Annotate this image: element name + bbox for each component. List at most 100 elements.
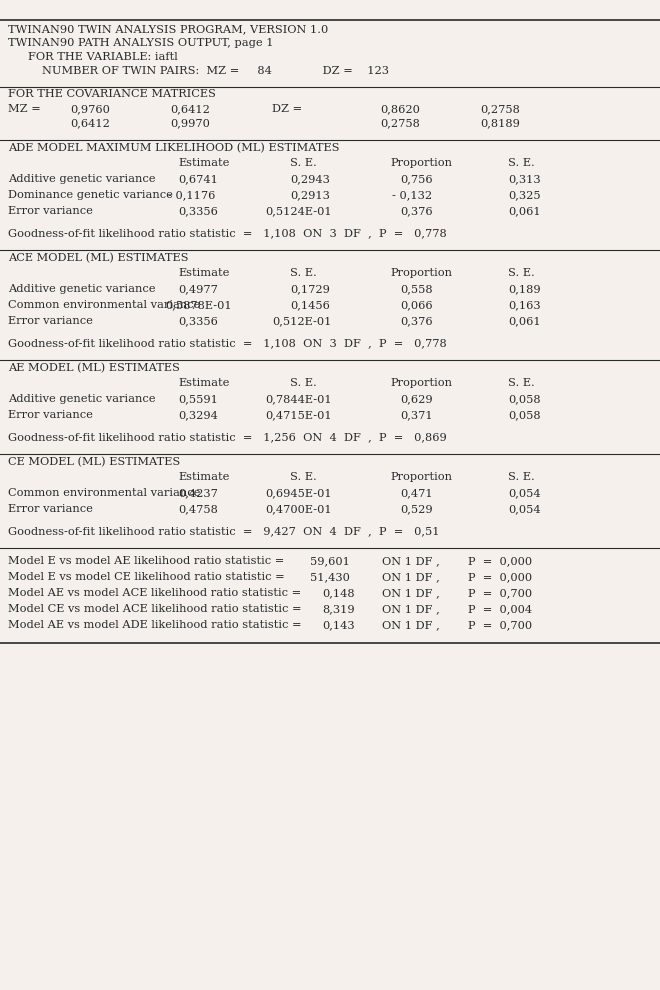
Text: P  =  0,004: P = 0,004: [468, 604, 532, 614]
Text: 0,5124E-01: 0,5124E-01: [265, 206, 331, 216]
Text: Model AE vs model ADE likelihood ratio statistic =: Model AE vs model ADE likelihood ratio s…: [8, 620, 302, 630]
Text: 0,2913: 0,2913: [290, 190, 330, 200]
Text: 51,430: 51,430: [310, 572, 350, 582]
Text: Model E vs model CE likelihood ratio statistic =: Model E vs model CE likelihood ratio sta…: [8, 572, 284, 582]
Text: ADE MODEL MAXIMUM LIKELIHOOD (ML) ESTIMATES: ADE MODEL MAXIMUM LIKELIHOOD (ML) ESTIMA…: [8, 143, 339, 153]
Text: S. E.: S. E.: [290, 268, 317, 278]
Text: Proportion: Proportion: [390, 378, 452, 388]
Text: 8,319: 8,319: [322, 604, 354, 614]
Text: Additive genetic variance: Additive genetic variance: [8, 394, 156, 404]
Text: Error variance: Error variance: [8, 316, 93, 326]
Text: Estimate: Estimate: [178, 378, 230, 388]
Text: AE MODEL (ML) ESTIMATES: AE MODEL (ML) ESTIMATES: [8, 362, 180, 373]
Text: - 0,1176: - 0,1176: [168, 190, 215, 200]
Text: Error variance: Error variance: [8, 410, 93, 420]
Text: Proportion: Proportion: [390, 472, 452, 482]
Text: S. E.: S. E.: [290, 472, 317, 482]
Text: 0,371: 0,371: [400, 410, 432, 420]
Text: 0,2758: 0,2758: [480, 104, 520, 114]
Text: 0,054: 0,054: [508, 488, 541, 498]
Text: Estimate: Estimate: [178, 158, 230, 168]
Text: 0,529: 0,529: [400, 504, 432, 514]
Text: ON 1 DF ,: ON 1 DF ,: [382, 620, 440, 630]
Text: 0,9760: 0,9760: [70, 104, 110, 114]
Text: 0,6945E-01: 0,6945E-01: [265, 488, 331, 498]
Text: Goodness-of-fit likelihood ratio statistic  =   9,427  ON  4  DF  ,  P  =   0,51: Goodness-of-fit likelihood ratio statist…: [8, 526, 440, 536]
Text: 0,4758: 0,4758: [178, 504, 218, 514]
Text: ON 1 DF ,: ON 1 DF ,: [382, 604, 440, 614]
Text: 0,756: 0,756: [400, 174, 432, 184]
Text: MZ =: MZ =: [8, 104, 41, 114]
Text: 0,058: 0,058: [508, 394, 541, 404]
Text: Goodness-of-fit likelihood ratio statistic  =   1,108  ON  3  DF  ,  P  =   0,77: Goodness-of-fit likelihood ratio statist…: [8, 228, 447, 238]
Text: 0,6412: 0,6412: [70, 118, 110, 128]
Text: Estimate: Estimate: [178, 268, 230, 278]
Text: Additive genetic variance: Additive genetic variance: [8, 284, 156, 294]
Text: 0,143: 0,143: [322, 620, 354, 630]
Text: Error variance: Error variance: [8, 504, 93, 514]
Text: 0,3356: 0,3356: [178, 206, 218, 216]
Text: S. E.: S. E.: [290, 378, 317, 388]
Text: 0,376: 0,376: [400, 316, 432, 326]
Text: 0,471: 0,471: [400, 488, 432, 498]
Text: Common environmental variance: Common environmental variance: [8, 488, 201, 498]
Text: Estimate: Estimate: [178, 472, 230, 482]
Text: DZ =: DZ =: [272, 104, 302, 114]
Text: 0,8620: 0,8620: [380, 104, 420, 114]
Text: ACE MODEL (ML) ESTIMATES: ACE MODEL (ML) ESTIMATES: [8, 252, 189, 263]
Text: 0,066: 0,066: [400, 300, 432, 310]
Text: 0,558: 0,558: [400, 284, 432, 294]
Text: 0,054: 0,054: [508, 504, 541, 514]
Text: Proportion: Proportion: [390, 268, 452, 278]
Text: 0,5878E-01: 0,5878E-01: [165, 300, 232, 310]
Text: 0,629: 0,629: [400, 394, 432, 404]
Text: S. E.: S. E.: [290, 158, 317, 168]
Text: 0,2758: 0,2758: [380, 118, 420, 128]
Text: 0,5591: 0,5591: [178, 394, 218, 404]
Text: Model E vs model AE likelihood ratio statistic =: Model E vs model AE likelihood ratio sta…: [8, 556, 284, 566]
Text: S. E.: S. E.: [508, 158, 535, 168]
Text: 59,601: 59,601: [310, 556, 350, 566]
Text: 0,6412: 0,6412: [170, 104, 210, 114]
Text: 0,8189: 0,8189: [480, 118, 520, 128]
Text: Common environmental variance: Common environmental variance: [8, 300, 201, 310]
Text: 0,4700E-01: 0,4700E-01: [265, 504, 331, 514]
Text: 0,061: 0,061: [508, 206, 541, 216]
Text: ON 1 DF ,: ON 1 DF ,: [382, 572, 440, 582]
Text: Dominance genetic variance: Dominance genetic variance: [8, 190, 173, 200]
Text: 0,325: 0,325: [508, 190, 541, 200]
Text: CE MODEL (ML) ESTIMATES: CE MODEL (ML) ESTIMATES: [8, 456, 180, 467]
Text: 0,7844E-01: 0,7844E-01: [265, 394, 331, 404]
Text: P  =  0,700: P = 0,700: [468, 620, 532, 630]
Text: 0,1729: 0,1729: [290, 284, 330, 294]
Text: P  =  0,000: P = 0,000: [468, 556, 532, 566]
Text: TWINAN90 TWIN ANALYSIS PROGRAM, VERSION 1.0: TWINAN90 TWIN ANALYSIS PROGRAM, VERSION …: [8, 24, 328, 34]
Text: Model CE vs model ACE likelihood ratio statistic =: Model CE vs model ACE likelihood ratio s…: [8, 604, 302, 614]
Text: 0,3356: 0,3356: [178, 316, 218, 326]
Text: P  =  0,700: P = 0,700: [468, 588, 532, 598]
Text: Additive genetic variance: Additive genetic variance: [8, 174, 156, 184]
Text: 0,512E-01: 0,512E-01: [272, 316, 331, 326]
Text: 0,189: 0,189: [508, 284, 541, 294]
Text: 0,3294: 0,3294: [178, 410, 218, 420]
Text: Goodness-of-fit likelihood ratio statistic  =   1,108  ON  3  DF  ,  P  =   0,77: Goodness-of-fit likelihood ratio statist…: [8, 338, 447, 348]
Text: TWINAN90 PATH ANALYSIS OUTPUT, page 1: TWINAN90 PATH ANALYSIS OUTPUT, page 1: [8, 38, 273, 48]
Text: Model AE vs model ACE likelihood ratio statistic =: Model AE vs model ACE likelihood ratio s…: [8, 588, 301, 598]
Text: 0,148: 0,148: [322, 588, 354, 598]
Text: 0,1456: 0,1456: [290, 300, 330, 310]
Text: S. E.: S. E.: [508, 378, 535, 388]
Text: FOR THE COVARIANCE MATRICES: FOR THE COVARIANCE MATRICES: [8, 89, 216, 99]
Text: ON 1 DF ,: ON 1 DF ,: [382, 588, 440, 598]
Text: ON 1 DF ,: ON 1 DF ,: [382, 556, 440, 566]
Text: NUMBER OF TWIN PAIRS:  MZ =     84              DZ =    123: NUMBER OF TWIN PAIRS: MZ = 84 DZ = 123: [42, 66, 389, 76]
Text: S. E.: S. E.: [508, 472, 535, 482]
Text: S. E.: S. E.: [508, 268, 535, 278]
Text: 0,4715E-01: 0,4715E-01: [265, 410, 331, 420]
Text: P  =  0,000: P = 0,000: [468, 572, 532, 582]
Text: - 0,132: - 0,132: [392, 190, 432, 200]
Text: 0,376: 0,376: [400, 206, 432, 216]
Text: 0,163: 0,163: [508, 300, 541, 310]
Text: Goodness-of-fit likelihood ratio statistic  =   1,256  ON  4  DF  ,  P  =   0,86: Goodness-of-fit likelihood ratio statist…: [8, 432, 447, 442]
Text: 0,061: 0,061: [508, 316, 541, 326]
Text: 0,4237: 0,4237: [178, 488, 218, 498]
